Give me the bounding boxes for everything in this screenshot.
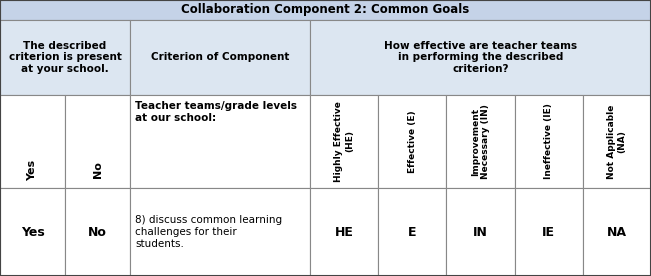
Bar	[310, 20, 651, 95]
Text: HE: HE	[335, 225, 353, 238]
Bar	[378, 188, 447, 276]
Text: No: No	[92, 161, 102, 179]
Text: Ineffective (IE): Ineffective (IE)	[544, 104, 553, 179]
Bar	[583, 95, 651, 188]
Text: Criterion of Component: Criterion of Component	[151, 52, 289, 62]
Bar	[130, 20, 310, 95]
Bar	[0, 95, 65, 188]
Bar	[310, 95, 378, 188]
Text: IN: IN	[473, 225, 488, 238]
Text: E: E	[408, 225, 417, 238]
Bar	[130, 95, 310, 188]
Bar	[514, 95, 583, 188]
Bar	[310, 188, 378, 276]
Text: NA: NA	[607, 225, 627, 238]
Text: Yes: Yes	[27, 160, 38, 181]
Text: Collaboration Component 2: Common Goals: Collaboration Component 2: Common Goals	[182, 4, 469, 17]
Bar	[0, 0, 651, 20]
Text: Effective (E): Effective (E)	[408, 110, 417, 173]
Bar	[447, 95, 514, 188]
Text: 8) discuss common learning
challenges for their
students.: 8) discuss common learning challenges fo…	[135, 215, 282, 249]
Text: IE: IE	[542, 225, 555, 238]
Bar	[447, 188, 514, 276]
Text: Highly Effective
(HE): Highly Effective (HE)	[335, 101, 353, 182]
Bar	[0, 188, 65, 276]
Bar	[0, 20, 130, 95]
Text: The described
criterion is present
at your school.: The described criterion is present at yo…	[8, 41, 122, 74]
Text: Yes: Yes	[21, 225, 44, 238]
Bar	[378, 95, 447, 188]
Text: Improvement
Necessary (IN): Improvement Necessary (IN)	[471, 104, 490, 179]
Text: Not Applicable
(NA): Not Applicable (NA)	[607, 104, 627, 179]
Text: How effective are teacher teams
in performing the described
criterion?: How effective are teacher teams in perfo…	[384, 41, 577, 74]
Bar	[65, 188, 130, 276]
Text: No: No	[88, 225, 107, 238]
Bar	[583, 188, 651, 276]
Bar	[514, 188, 583, 276]
Bar	[65, 95, 130, 188]
Bar	[130, 188, 310, 276]
Text: Teacher teams/grade levels
at our school:: Teacher teams/grade levels at our school…	[135, 101, 297, 123]
